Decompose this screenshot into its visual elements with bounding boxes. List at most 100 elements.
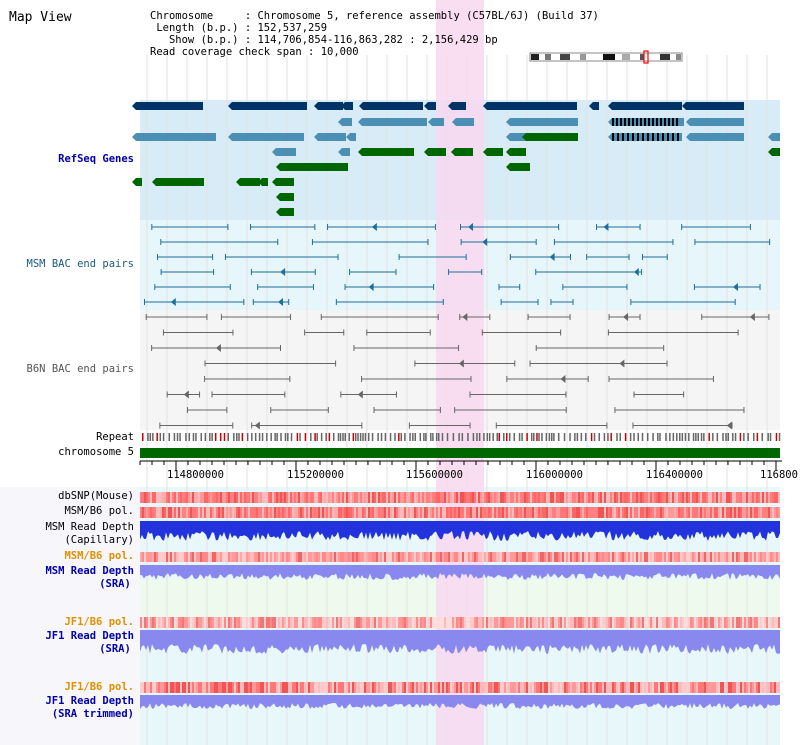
heatmap-cell bbox=[232, 552, 234, 562]
heatmap-cell bbox=[440, 507, 442, 518]
bac-arrow bbox=[619, 359, 625, 368]
heatmap-cell bbox=[714, 682, 716, 693]
heatmap-cell bbox=[362, 552, 364, 562]
heatmap-cell bbox=[274, 552, 276, 562]
heatmap-cell bbox=[236, 617, 238, 628]
heatmap-cell bbox=[470, 507, 472, 518]
heatmap-cell bbox=[622, 617, 624, 628]
heatmap-cell bbox=[146, 617, 148, 628]
heatmap-cell bbox=[298, 507, 300, 518]
gene-feature bbox=[292, 163, 348, 171]
repeat-mark bbox=[168, 433, 171, 441]
heatmap-cell bbox=[278, 492, 280, 503]
heatmap-cell bbox=[242, 682, 244, 693]
heatmap-cell bbox=[626, 617, 628, 628]
heatmap-cell bbox=[392, 552, 394, 562]
repeat-mark bbox=[541, 433, 543, 441]
heatmap-cell bbox=[572, 492, 574, 503]
heatmap-cell bbox=[482, 682, 484, 693]
repeat-mark bbox=[412, 433, 414, 441]
heatmap-cell bbox=[204, 682, 206, 693]
repeat-mark bbox=[610, 433, 612, 441]
heatmap-cell bbox=[380, 617, 382, 628]
heatmap-cell bbox=[156, 682, 158, 693]
heatmap-cell bbox=[376, 682, 378, 693]
heatmap-cell bbox=[356, 617, 358, 628]
repeat-mark bbox=[526, 433, 528, 441]
gene-strand-arrow bbox=[314, 102, 318, 110]
heatmap-cell bbox=[514, 552, 516, 562]
heatmap-cell bbox=[328, 617, 330, 628]
heatmap-cell bbox=[182, 507, 184, 518]
heatmap-cell bbox=[366, 552, 368, 562]
heatmap-cell bbox=[574, 492, 576, 503]
heatmap-cell bbox=[424, 617, 426, 628]
heatmap-cell bbox=[254, 617, 256, 628]
heatmap-cell bbox=[702, 492, 704, 503]
gene-exon bbox=[676, 118, 678, 126]
heatmap-cell bbox=[596, 507, 598, 518]
heatmap-cell bbox=[428, 507, 430, 518]
track-label-b6n-bac[interactable]: B6N BAC end pairs bbox=[26, 363, 134, 375]
heatmap-cell bbox=[644, 617, 646, 628]
heatmap-cell bbox=[492, 492, 494, 503]
heatmap-cell bbox=[162, 682, 164, 693]
heatmap-cell bbox=[682, 492, 684, 503]
heatmap-cell bbox=[650, 492, 652, 503]
heatmap-cell bbox=[764, 492, 766, 503]
heatmap-cell bbox=[748, 682, 750, 693]
heatmap-cell bbox=[456, 617, 458, 628]
heatmap-cell bbox=[656, 617, 658, 628]
heatmap-cell bbox=[690, 617, 692, 628]
heatmap-cell bbox=[600, 492, 602, 503]
repeat-mark bbox=[446, 433, 449, 441]
heatmap-cell bbox=[606, 507, 608, 518]
heatmap-cell bbox=[234, 617, 236, 628]
gene-strand-arrow bbox=[448, 102, 452, 110]
heatmap-cell bbox=[500, 682, 502, 693]
heatmap-cell bbox=[594, 552, 596, 562]
heatmap-cell bbox=[752, 552, 754, 562]
heatmap-cell bbox=[472, 492, 474, 503]
heatmap-cell bbox=[222, 492, 224, 503]
heatmap-cell bbox=[252, 492, 254, 503]
heatmap-cell bbox=[348, 552, 350, 562]
heatmap-cell bbox=[258, 507, 260, 518]
heatmap-cell bbox=[542, 492, 544, 503]
gene-strand-arrow bbox=[258, 178, 262, 186]
heatmap-cell bbox=[464, 682, 466, 693]
heatmap-cell bbox=[486, 507, 488, 518]
heatmap-cell bbox=[432, 617, 434, 628]
heatmap-cell bbox=[320, 552, 322, 562]
heatmap-cell bbox=[298, 682, 300, 693]
heatmap-cell bbox=[504, 507, 506, 518]
heatmap-cell bbox=[632, 492, 634, 503]
heatmap-cell bbox=[188, 617, 190, 628]
heatmap-cell bbox=[390, 552, 392, 562]
track-label-msm-bac[interactable]: MSM BAC end pairs bbox=[26, 258, 134, 270]
heatmap-cell bbox=[736, 682, 738, 693]
heatmap-cell bbox=[572, 507, 574, 518]
repeat-mark bbox=[400, 433, 403, 441]
heatmap-cell bbox=[586, 552, 588, 562]
heatmap-cell bbox=[536, 682, 538, 693]
heatmap-cell bbox=[386, 492, 388, 503]
heatmap-cell bbox=[414, 552, 416, 562]
heatmap-cell bbox=[322, 552, 324, 562]
heatmap-cell bbox=[654, 682, 656, 693]
heatmap-cell bbox=[588, 492, 590, 503]
heatmap-cell bbox=[544, 552, 546, 562]
heatmap-cell bbox=[688, 492, 690, 503]
heatmap-cell bbox=[718, 552, 720, 562]
heatmap-cell bbox=[210, 492, 212, 503]
heatmap-cell bbox=[142, 552, 144, 562]
read-depth-area bbox=[140, 565, 780, 580]
heatmap-cell bbox=[324, 552, 326, 562]
gene-strand-arrow bbox=[286, 148, 290, 156]
heatmap-cell bbox=[684, 617, 686, 628]
heatmap-cell bbox=[264, 682, 266, 693]
heatmap-cell bbox=[218, 617, 220, 628]
track-label-refseq[interactable]: RefSeq Genes bbox=[58, 153, 134, 165]
heatmap-cell bbox=[322, 507, 324, 518]
